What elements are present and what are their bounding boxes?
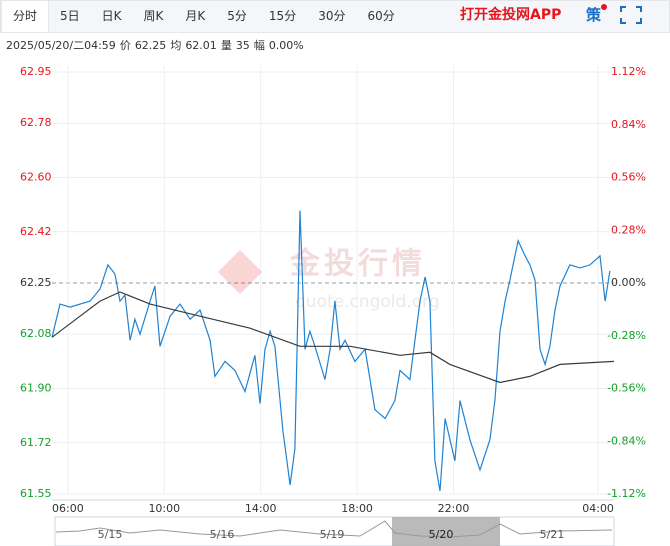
info-item: 62.25: [134, 39, 167, 52]
tab[interactable]: 30分: [318, 9, 346, 23]
tab[interactable]: 分时: [1, 1, 50, 32]
info-item: 价: [119, 39, 131, 52]
tab[interactable]: 5日: [60, 9, 80, 23]
x-tick-label: 04:00: [582, 502, 614, 515]
y2-tick-label: 0.28%: [611, 223, 646, 236]
tab[interactable]: 15分: [268, 9, 297, 23]
navigator-line: [55, 520, 613, 538]
y2-tick-label: -0.56%: [607, 382, 646, 395]
info-item: 35: [235, 39, 250, 52]
y2-tick-label: -1.12%: [607, 487, 646, 500]
tab[interactable]: 60分: [367, 9, 395, 23]
info-line: 2025/05/20/二04:59 价 62.25 均 62.01 量 35 幅 0.00%: [6, 37, 308, 53]
navigator-date: 5/15: [98, 528, 123, 541]
badge-dot: [601, 4, 607, 10]
app-link[interactable]: 打开金投网APP: [460, 7, 562, 23]
navigator-date: 5/16: [210, 528, 235, 541]
y-tick-label: 62.78: [20, 116, 52, 129]
price-line: [51, 291, 615, 384]
x-tick-label: 10:00: [148, 502, 180, 515]
info-item: 均: [170, 39, 182, 52]
y2-tick-label: 1.12%: [611, 65, 646, 78]
navigator-date: 5/19: [320, 528, 345, 541]
watermark: 金投行情 quote.cngold.org: [218, 247, 440, 312]
y-tick-label: 61.72: [20, 436, 52, 449]
watermark-name: 金投行情: [289, 247, 426, 282]
y2-tick-label: 0.00%: [611, 276, 646, 289]
info-item: 0.00%: [268, 39, 304, 52]
y-tick-label: 62.95: [20, 65, 52, 78]
navigator-window[interactable]: [392, 517, 500, 546]
x-tick-label: 22:00: [438, 502, 470, 515]
tab-bar: 分时 5日 日K 周K 月K 5分 15分 30分 60分: [0, 0, 670, 33]
tab[interactable]: 5分: [227, 9, 247, 23]
tab[interactable]: 周K: [143, 9, 164, 23]
x-tick-label: 18:00: [341, 502, 373, 515]
navigator-date: 5/20: [429, 528, 454, 541]
info-item: 量: [220, 39, 232, 52]
watermark-logo: [218, 250, 262, 294]
navigator-date: 5/21: [540, 528, 565, 541]
strategy-button[interactable]: 策: [586, 6, 602, 24]
y2-tick-label: -0.84%: [607, 434, 646, 447]
y-tick-label: 62.08: [20, 327, 52, 340]
y-tick-label: 62.60: [20, 171, 52, 184]
info-item: 幅: [253, 39, 265, 52]
grid: [52, 66, 617, 501]
y2-tick-label: -0.28%: [607, 329, 646, 342]
y-tick-label: 62.25: [20, 276, 52, 289]
y-tick-label: 61.90: [20, 382, 52, 395]
x-tick-label: 06:00: [52, 502, 84, 515]
y-tick-label: 62.42: [20, 225, 52, 238]
y2-tick-label: 0.84%: [611, 118, 646, 131]
fullscreen-icon[interactable]: [620, 6, 642, 24]
x-tick-label: 14:00: [245, 502, 277, 515]
y-tick-label: 61.55: [20, 487, 52, 500]
tab[interactable]: 日K: [101, 9, 122, 23]
y2-tick-label: 0.56%: [611, 171, 646, 184]
info-item: 2025/05/20/二04:59: [6, 39, 116, 52]
info-item: 62.01: [185, 39, 217, 52]
watermark-url: quote.cngold.org: [295, 292, 440, 312]
price-line: [51, 210, 611, 492]
tab[interactable]: 月K: [185, 9, 206, 23]
